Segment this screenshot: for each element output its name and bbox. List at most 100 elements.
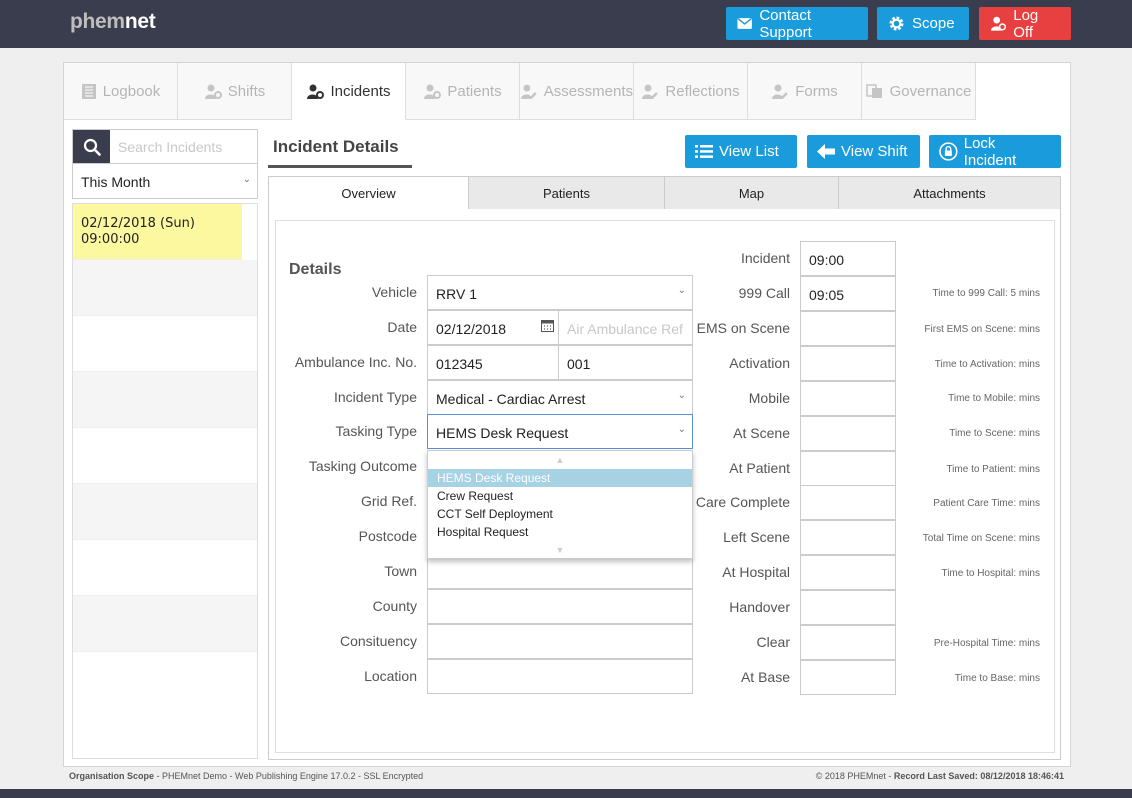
location-input[interactable] — [427, 659, 693, 694]
air-ambulance-ref-input[interactable]: Air Ambulance Ref — [558, 310, 693, 345]
log-off-button[interactable]: Log Off — [979, 6, 1071, 41]
dropdown-option[interactable]: HEMS Desk Request — [428, 469, 692, 487]
tab-overview[interactable]: Overview — [268, 176, 469, 210]
tasking-outcome-label: Tasking Outcome — [308, 458, 417, 474]
ambulance-inc-input[interactable]: 012345 — [427, 345, 559, 380]
time-note-mobile: Time to Mobile: mins — [948, 393, 1040, 404]
scroll-down-icon[interactable]: ▼ — [555, 545, 565, 555]
arrow-left-icon — [817, 144, 835, 159]
app-logo[interactable]: phemnet — [70, 10, 156, 33]
gear-icon — [889, 16, 904, 31]
date-label: Date — [387, 319, 417, 335]
time-label-ems-on-scene: EMS on Scene — [696, 320, 790, 336]
calendar-icon[interactable] — [541, 320, 554, 332]
time-input-incident[interactable]: 09:00 — [800, 241, 896, 276]
tab-incidents[interactable]: Incidents — [292, 63, 406, 120]
period-select[interactable]: This Month ⌄ — [72, 164, 258, 199]
time-label-999-call: 999 Call — [738, 285, 790, 301]
grid-ref-label: Grid Ref. — [360, 493, 417, 509]
view-shift-button[interactable]: View Shift — [807, 135, 920, 168]
time-input-mobile[interactable] — [800, 381, 896, 416]
tab-assessments[interactable]: Assessments — [520, 63, 634, 120]
location-label: Location — [364, 668, 417, 684]
contact-support-button[interactable]: Contact Support — [726, 7, 868, 41]
county-label: County — [372, 598, 417, 614]
detail-tabs: Overview Patients Map Attachments — [268, 176, 1061, 210]
time-label-care-complete: Care Complete — [695, 494, 790, 510]
date-field[interactable]: 02/12/2018 — [427, 310, 559, 345]
time-note-at-patient: Time to Patient: mins — [946, 464, 1040, 475]
user-gear-icon — [307, 84, 325, 99]
town-label: Town — [384, 563, 417, 579]
view-list-button[interactable]: View List — [685, 135, 797, 168]
chevron-down-icon: ⌄ — [677, 390, 686, 401]
scope-button[interactable]: Scope — [877, 7, 969, 40]
time-note-left-scene: Total Time on Scene: mins — [922, 533, 1040, 544]
user-gear-icon — [424, 84, 442, 99]
footer-left: Organisation Scope - PHEMnet Demo - Web … — [69, 771, 424, 781]
constituency-input[interactable] — [427, 624, 693, 659]
search-box — [72, 129, 258, 164]
time-note-care-complete: Patient Care Time: mins — [933, 498, 1040, 509]
time-note-activation: Time to Activation: mins — [934, 359, 1040, 370]
time-label-at-base: At Base — [740, 669, 790, 685]
dropdown-option[interactable]: CCT Self Deployment — [437, 507, 553, 521]
incident-list: 02/12/2018 (Sun) 09:00:00 — [72, 203, 258, 759]
time-label-at-patient: At Patient — [729, 460, 790, 476]
scroll-up-icon[interactable]: ▲ — [555, 455, 565, 465]
tab-logbook[interactable]: Logbook — [64, 63, 178, 120]
list-item — [73, 260, 257, 316]
user-edit-icon — [642, 84, 659, 99]
time-label-left-scene: Left Scene — [723, 529, 790, 545]
log-off-label: Log Off — [1013, 6, 1039, 41]
list-item — [73, 484, 257, 540]
postcode-label: Postcode — [358, 528, 417, 544]
time-input-999-call[interactable]: 09:05 — [800, 276, 896, 311]
ambulance-inc-suffix-input[interactable]: 001 — [558, 345, 693, 380]
time-label-at-hospital: At Hospital — [722, 564, 790, 580]
time-input-at-hospital[interactable] — [800, 555, 896, 590]
dropdown-option[interactable]: Hospital Request — [437, 525, 529, 539]
user-gear-icon — [204, 84, 222, 99]
incident-type-label: Incident Type — [333, 389, 417, 405]
tab-reflections[interactable]: Reflections — [634, 63, 748, 120]
page-title: Incident Details — [273, 137, 399, 156]
time-note-clear: Pre-Hospital Time: mins — [933, 638, 1040, 649]
town-input[interactable] — [427, 554, 693, 589]
list-item[interactable]: 02/12/2018 (Sun) 09:00:00 — [73, 204, 242, 260]
time-input-handover[interactable] — [800, 590, 896, 625]
time-label-at-scene: At Scene — [733, 425, 790, 441]
tab-map[interactable]: Map — [665, 176, 839, 210]
county-input[interactable] — [427, 589, 693, 624]
lock-incident-button[interactable]: Lock Incident — [929, 135, 1061, 169]
time-input-ems-on-scene[interactable] — [800, 311, 896, 346]
tasking-type-label: Tasking Type — [335, 423, 417, 439]
list-item-time: 09:00:00 — [81, 232, 140, 247]
time-input-left-scene[interactable] — [800, 520, 896, 555]
vehicle-select[interactable]: RRV 1 ⌄ — [427, 275, 693, 310]
tab-patients[interactable]: Patients — [406, 63, 520, 120]
dropdown-option[interactable]: Crew Request — [437, 489, 514, 503]
search-icon — [83, 138, 101, 156]
time-input-at-scene[interactable] — [800, 416, 896, 451]
tasking-type-dropdown: ▲ HEMS Desk Request Crew Request CCT Sel… — [427, 450, 693, 559]
period-select-value: This Month — [81, 174, 151, 190]
time-label-activation: Activation — [729, 355, 790, 371]
tab-shifts[interactable]: Shifts — [178, 63, 292, 120]
tab-patients-detail[interactable]: Patients — [469, 176, 665, 210]
incident-type-select[interactable]: Medical - Cardiac Arrest ⌄ — [427, 380, 693, 415]
time-input-care-complete[interactable] — [800, 485, 896, 520]
chevron-down-icon: ⌄ — [677, 424, 686, 435]
tab-attachments[interactable]: Attachments — [839, 176, 1061, 210]
search-input[interactable] — [110, 130, 257, 163]
time-input-activation[interactable] — [800, 346, 896, 381]
module-tabs: Logbook Shifts Incidents Patients Assess… — [64, 63, 976, 120]
list-item — [73, 316, 257, 372]
tab-governance[interactable]: Governance — [862, 63, 976, 120]
tasking-type-select[interactable]: HEMS Desk Request ⌄ — [427, 414, 693, 449]
chevron-down-icon: ⌄ — [677, 285, 686, 296]
time-input-clear[interactable] — [800, 625, 896, 660]
time-input-at-base[interactable] — [800, 660, 896, 695]
search-button[interactable] — [73, 130, 110, 163]
tab-forms[interactable]: Forms — [748, 63, 862, 120]
